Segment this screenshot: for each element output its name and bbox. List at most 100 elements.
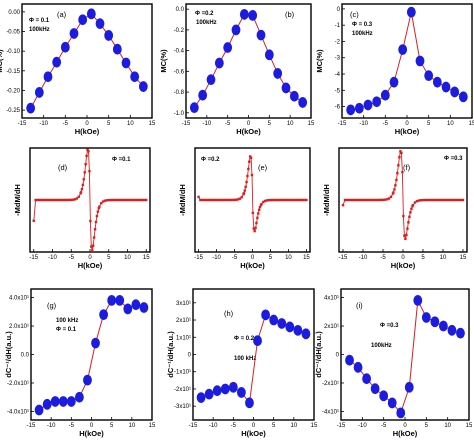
x-tick-label: 10 — [127, 121, 134, 127]
data-point — [347, 198, 351, 202]
data-point — [357, 198, 361, 202]
y-tick-label: -1x10¹ — [174, 370, 191, 376]
data-point — [78, 14, 88, 26]
series-line — [193, 13, 303, 108]
data-point — [256, 216, 259, 220]
x-tick-label: 5 — [107, 255, 111, 261]
y-tick-label: 0.0 — [176, 7, 185, 13]
data-point — [361, 198, 365, 202]
data-point — [353, 361, 363, 373]
y-tick-label: 2.0x10¹ — [9, 324, 29, 330]
x-tick-label: -10 — [358, 423, 367, 429]
data-point — [69, 28, 79, 39]
x-tick-label: -15 — [337, 423, 346, 429]
y-tick-label: -0.25 — [6, 108, 20, 114]
y-tick-label: 0 — [336, 353, 340, 359]
data-point — [363, 99, 373, 111]
data-point — [123, 303, 133, 315]
data-point — [91, 337, 100, 349]
x-tick-label: 0 — [90, 423, 94, 429]
chart-panel-f: -15 -10 -5 0 5 10 15 H(kOe) -MdM/dH (f) Φ =0.3 — [322, 147, 468, 270]
data-point — [43, 198, 47, 202]
data-point — [370, 383, 380, 395]
data-point — [303, 198, 306, 202]
y-tick-label: -1.0 — [174, 111, 185, 117]
data-point — [283, 198, 287, 202]
data-point — [89, 219, 92, 223]
data-point — [143, 198, 146, 202]
plot-frame — [192, 288, 315, 421]
x-tick-label: 5 — [110, 423, 114, 429]
data-point — [215, 198, 218, 202]
data-point — [413, 201, 417, 204]
data-point — [94, 220, 98, 224]
x-tick-label: -15 — [27, 423, 36, 429]
data-point — [301, 198, 305, 202]
annotation: 100 kHz — [234, 356, 256, 362]
data-point — [206, 74, 216, 86]
data-point — [60, 198, 64, 202]
data-point — [343, 198, 347, 202]
data-point — [453, 198, 457, 202]
data-point — [445, 198, 449, 202]
series-line — [349, 298, 461, 414]
data-point — [34, 404, 44, 416]
x-axis-label: H(kOe) — [391, 261, 416, 270]
y-axis-label: MC(%) — [0, 49, 4, 73]
x-axis-label: H(kOe) — [236, 127, 261, 136]
data-point — [212, 385, 222, 397]
data-point — [379, 198, 383, 202]
data-point — [141, 198, 144, 202]
data-point — [373, 198, 377, 202]
data-point — [345, 354, 354, 366]
data-point — [379, 390, 389, 402]
annotation: Φ =0.1 — [112, 157, 131, 163]
data-point — [432, 76, 442, 88]
data-point — [353, 198, 357, 202]
annotation: Φ = 0.1 — [29, 18, 50, 24]
annotation: Φ =0.2 — [195, 11, 214, 17]
data-point — [276, 198, 279, 202]
data-point — [437, 198, 441, 202]
data-point — [85, 154, 88, 158]
chart-panel-a: -15 -10 -5 0 5 10 15 0.00 -0.05 -0.10 -0.15 -0.20 -0… — [0, 3, 156, 136]
data-point — [49, 198, 52, 202]
data-point — [248, 10, 258, 21]
data-point — [111, 198, 114, 202]
x-tick-label: 15 — [303, 255, 310, 261]
x-tick-label: 10 — [440, 255, 447, 261]
data-point — [404, 237, 407, 241]
data-point — [137, 198, 140, 202]
x-tick-label: 0 — [401, 255, 405, 261]
data-point — [245, 397, 254, 409]
data-point — [439, 320, 448, 332]
data-point — [354, 102, 364, 114]
data-point — [351, 198, 355, 202]
data-point — [289, 90, 299, 102]
x-tick-label: 10 — [124, 255, 131, 261]
chart-panel-b: -15 -10 -5 0 5 10 15 0.0 -0.2 -0.4 -0.6 -0.8 -1.0 H(k… — [159, 3, 315, 136]
y-tick-label: -4x10¹ — [322, 409, 339, 415]
data-point — [113, 198, 116, 202]
x-tick-label: -10 — [209, 423, 218, 429]
data-point — [250, 173, 254, 177]
data-point — [245, 180, 248, 184]
x-tick-label: -10 — [212, 255, 221, 261]
y-tick-label: 4x10¹ — [324, 296, 339, 302]
x-tick-label: -15 — [189, 423, 198, 429]
x-tick-label: 0 — [251, 255, 255, 261]
data-point — [45, 198, 49, 202]
x-axis-label: H(kOe) — [79, 429, 104, 438]
data-point — [285, 198, 288, 202]
y-axis-label: MC(%) — [315, 49, 324, 73]
data-point — [209, 198, 213, 202]
data-point — [145, 198, 148, 202]
y-tick-label: -2.0x10¹ — [7, 381, 29, 387]
x-tick-label: 0 — [252, 423, 256, 429]
series-line — [198, 155, 307, 233]
y-axis-label: -MdM/dH — [178, 184, 187, 216]
x-tick-label: -5 — [381, 423, 387, 429]
data-point — [408, 215, 411, 219]
x-tick-label: -5 — [225, 121, 231, 127]
data-point — [280, 198, 283, 202]
